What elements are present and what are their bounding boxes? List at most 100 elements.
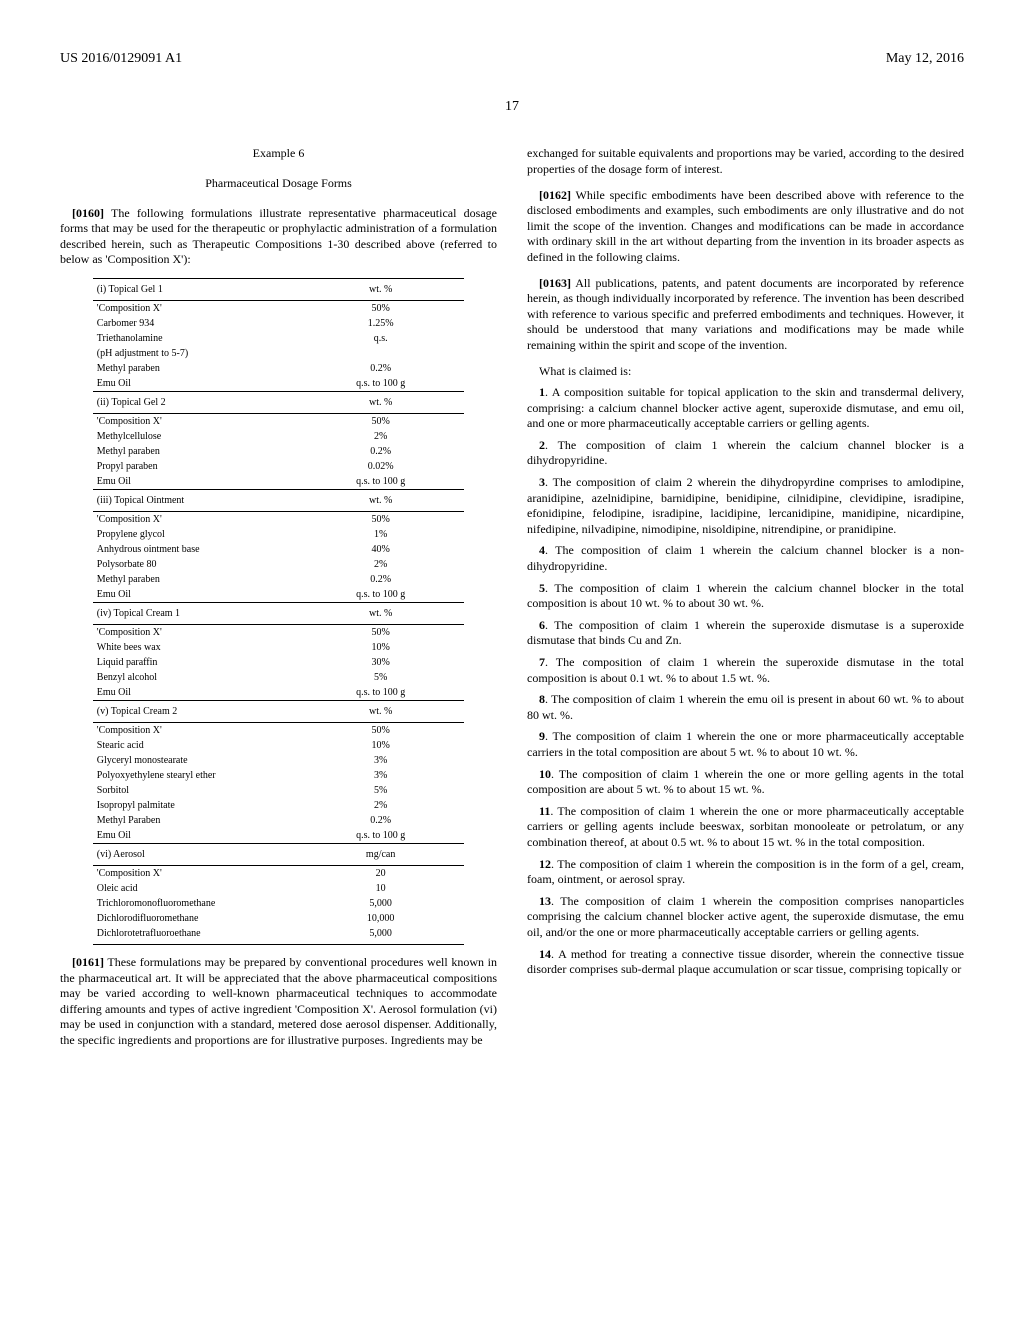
claim: 8. The composition of claim 1 wherein th… [527,692,964,723]
para-number: [0163] [539,276,571,290]
ingredient-name: Triethanolamine [93,331,297,346]
claim-text: . The composition of claim 1 wherein the… [527,804,964,849]
claim-text: . The composition of claim 1 wherein the… [527,618,964,648]
ingredient-name: Emu Oil [93,587,297,603]
table-row: Methyl Paraben0.2% [93,813,464,828]
ingredient-value [297,346,464,361]
ingredient-name: 'Composition X' [93,300,297,316]
table-section-header: (iii) Topical Ointmentwt. % [93,489,464,511]
claim: 14. A method for treating a connective t… [527,947,964,978]
table-row: Emu Oilq.s. to 100 g [93,376,464,392]
table-row: Propylene glycol1% [93,527,464,542]
ingredient-name: Methyl Paraben [93,813,297,828]
ingredient-value: 30% [297,655,464,670]
ingredient-value: 0.2% [297,572,464,587]
claim: 3. The composition of claim 2 wherein th… [527,475,964,537]
table-unit: wt. % [297,602,464,624]
claim-text: . The composition of claim 1 wherein the… [527,581,964,611]
ingredient-name: Stearic acid [93,738,297,753]
table-row: Dichlorotetrafluoroethane5,000 [93,926,464,945]
ingredient-name: Polysorbate 80 [93,557,297,572]
ingredient-value: q.s. to 100 g [297,376,464,392]
table-unit: mg/can [297,843,464,865]
ingredient-name: Methyl paraben [93,361,297,376]
table-row: 'Composition X'50% [93,722,464,738]
ingredient-value: 40% [297,542,464,557]
ingredient-name: Polyoxyethylene stearyl ether [93,768,297,783]
table-row: Oleic acid10 [93,881,464,896]
ingredient-name: Trichloromonofluoromethane [93,896,297,911]
ingredient-value: q.s. to 100 g [297,828,464,844]
ingredient-name: 'Composition X' [93,865,297,881]
table-heading: (iii) Topical Ointment [93,489,297,511]
table-row: Emu Oilq.s. to 100 g [93,474,464,490]
ingredient-value: 10,000 [297,911,464,926]
para-text: The following formulations illustrate re… [60,206,497,267]
claim-text: . The composition of claim 1 wherein the… [527,543,964,573]
paragraph-continuation: exchanged for suitable equivalents and p… [527,146,964,177]
claim-text: . The composition of claim 1 wherein the… [527,692,964,722]
ingredient-value: 1% [297,527,464,542]
table-row: Methyl paraben0.2% [93,361,464,376]
ingredient-value: 50% [297,300,464,316]
ingredient-value: 50% [297,511,464,527]
ingredient-value: 10% [297,640,464,655]
claim: 5. The composition of claim 1 wherein th… [527,581,964,612]
ingredient-value: 50% [297,624,464,640]
claim-text: . A composition suitable for topical app… [527,385,964,430]
ingredient-value: 20 [297,865,464,881]
table-heading: (vi) Aerosol [93,843,297,865]
page-number: 17 [60,98,964,116]
ingredient-name: Oleic acid [93,881,297,896]
ingredient-value: 1.25% [297,316,464,331]
ingredient-value: 10% [297,738,464,753]
claims-container: 1. A composition suitable for topical ap… [527,385,964,978]
table-row: Emu Oilq.s. to 100 g [93,685,464,701]
table-unit: wt. % [297,700,464,722]
example-subtitle: Pharmaceutical Dosage Forms [60,176,497,192]
para-text: These formulations may be prepared by co… [60,955,497,1047]
claim: 1. A composition suitable for topical ap… [527,385,964,432]
table-row: 'Composition X'50% [93,300,464,316]
table-row: Polyoxyethylene stearyl ether3% [93,768,464,783]
ingredient-name: Propylene glycol [93,527,297,542]
claim-number: 14 [539,947,551,961]
claim: 13. The composition of claim 1 wherein t… [527,894,964,941]
ingredient-name: Methyl paraben [93,572,297,587]
ingredient-name: Emu Oil [93,685,297,701]
paragraph-0163: [0163] All publications, patents, and pa… [527,276,964,354]
claim-number: 11 [539,804,550,818]
ingredient-name: 'Composition X' [93,413,297,429]
ingredient-name: Anhydrous ointment base [93,542,297,557]
table-row: Dichlorodifluoromethane10,000 [93,911,464,926]
claim-text: . The composition of claim 1 wherein the… [527,438,964,468]
table-row: Methyl paraben0.2% [93,444,464,459]
table-row: Benzyl alcohol5% [93,670,464,685]
paragraph-0161: [0161] These formulations may be prepare… [60,955,497,1049]
example-title: Example 6 [60,146,497,162]
paragraph-0162: [0162] While specific embodiments have b… [527,188,964,266]
ingredient-value: 0.02% [297,459,464,474]
table-row: Liquid paraffin30% [93,655,464,670]
table-section-header: (ii) Topical Gel 2wt. % [93,391,464,413]
ingredient-name: Glyceryl monostearate [93,753,297,768]
ingredient-name: Benzyl alcohol [93,670,297,685]
table-section-header: (v) Topical Cream 2wt. % [93,700,464,722]
what-is-claimed: What is claimed is: [527,364,964,380]
ingredient-value: 0.2% [297,361,464,376]
paragraph-0160: [0160] The following formulations illust… [60,206,497,268]
table-row: Anhydrous ointment base40% [93,542,464,557]
ingredient-name: Liquid paraffin [93,655,297,670]
claim: 12. The composition of claim 1 wherein t… [527,857,964,888]
claim: 6. The composition of claim 1 wherein th… [527,618,964,649]
left-column: Example 6 Pharmaceutical Dosage Forms [0… [60,146,497,1058]
table-unit: wt. % [297,489,464,511]
content-columns: Example 6 Pharmaceutical Dosage Forms [0… [60,146,964,1058]
table-section-header: (vi) Aerosolmg/can [93,843,464,865]
patent-date: May 12, 2016 [886,50,964,68]
table-row: 'Composition X'50% [93,413,464,429]
ingredient-value: 50% [297,413,464,429]
ingredient-value: q.s. to 100 g [297,685,464,701]
ingredient-value: q.s. to 100 g [297,474,464,490]
table-row: 'Composition X'20 [93,865,464,881]
